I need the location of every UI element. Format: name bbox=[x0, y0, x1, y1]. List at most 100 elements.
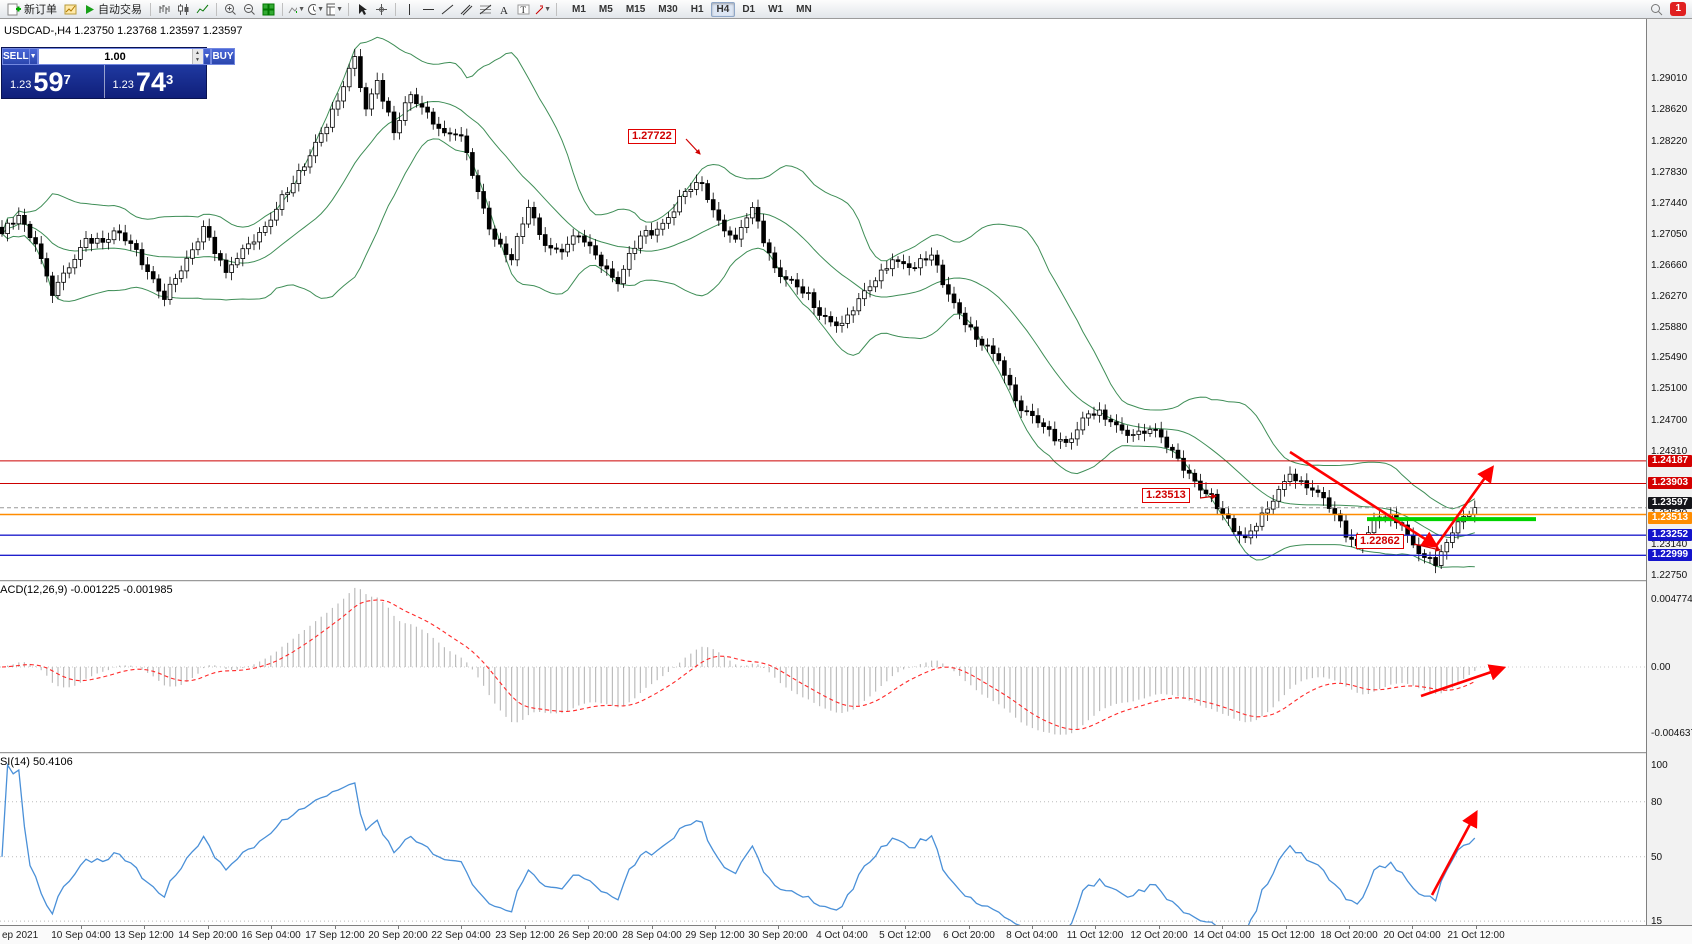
channel-icon[interactable] bbox=[458, 1, 475, 17]
one-click-price-row: 1.23 59 7 1.23 74 3 bbox=[2, 65, 206, 98]
new-order-button[interactable]: 新订单 bbox=[4, 1, 60, 18]
indicators-icon[interactable]: ▼ bbox=[288, 1, 305, 17]
time-tick bbox=[398, 926, 399, 929]
timeframe-button-H1[interactable]: H1 bbox=[690, 3, 704, 15]
time-tick bbox=[588, 926, 589, 929]
time-tick bbox=[335, 926, 336, 929]
time-axis[interactable]: ep 2021 10 Sep 04:00 13 Sep 12:00 14 Sep 20… bbox=[0, 925, 1692, 944]
timeframe-button-H4[interactable]: H4 bbox=[710, 1, 736, 17]
trendline-icon[interactable] bbox=[439, 1, 456, 17]
sell-price-big: 59 bbox=[33, 67, 64, 97]
time-tick bbox=[81, 926, 82, 929]
zoom-out-icon[interactable] bbox=[241, 1, 258, 17]
fibonacci-icon[interactable] bbox=[477, 1, 494, 17]
cursor-icon[interactable] bbox=[354, 1, 371, 17]
time-label: ep 2021 bbox=[2, 930, 39, 941]
templates-glyph bbox=[326, 3, 336, 15]
text-label-icon[interactable]: T bbox=[515, 1, 532, 17]
rsi-name: RSI(14) bbox=[0, 756, 30, 768]
text-label-glyph: T bbox=[517, 4, 530, 15]
vertical-line-icon[interactable] bbox=[401, 1, 418, 17]
time-label: 12 Oct 20:00 bbox=[1130, 930, 1188, 941]
new-chart-icon[interactable] bbox=[62, 1, 79, 17]
auto-trading-icon bbox=[86, 4, 94, 14]
sell-button[interactable]: SELL bbox=[2, 48, 30, 65]
time-label: 18 Oct 20:00 bbox=[1320, 930, 1378, 941]
time-label: 13 Sep 12:00 bbox=[114, 930, 174, 941]
time-label: 4 Oct 04:00 bbox=[816, 930, 868, 941]
volume-input[interactable] bbox=[38, 49, 192, 64]
line-chart-icon[interactable] bbox=[194, 1, 211, 17]
time-tick bbox=[1476, 926, 1477, 929]
tile-windows-glyph bbox=[262, 3, 275, 15]
new-order-label: 新订单 bbox=[24, 4, 57, 16]
candlestick-icon[interactable] bbox=[175, 1, 192, 17]
toolbar-separator bbox=[282, 2, 283, 16]
search-icon[interactable] bbox=[1648, 1, 1665, 17]
line-chart-glyph bbox=[196, 4, 209, 13]
search-glyph bbox=[1651, 3, 1663, 15]
buy-price-sup: 3 bbox=[165, 72, 174, 87]
notification-badge[interactable]: 1 bbox=[1670, 2, 1686, 16]
sell-price[interactable]: 1.23 59 7 bbox=[2, 65, 104, 98]
text-icon[interactable]: A bbox=[496, 1, 513, 17]
time-tick bbox=[1412, 926, 1413, 929]
price-label-box[interactable]: 1.22862 bbox=[1356, 534, 1404, 549]
macd-axis-label: 0.004774 bbox=[1651, 594, 1692, 605]
pane-separator[interactable] bbox=[0, 752, 1692, 754]
rsi-label: RSI(14) 50.4106 bbox=[0, 756, 73, 768]
chevron-down-icon: ▼ bbox=[317, 5, 324, 13]
tile-windows-icon[interactable] bbox=[260, 1, 277, 17]
horizontal-line-glyph bbox=[423, 8, 434, 10]
macd-pane[interactable] bbox=[0, 582, 1646, 752]
periods-icon[interactable]: ▼ bbox=[307, 1, 324, 17]
time-tick bbox=[144, 926, 145, 929]
rsi-axis-label: 80 bbox=[1651, 797, 1663, 808]
price-label-box[interactable]: 1.27722 bbox=[628, 129, 676, 144]
sell-options-caret[interactable]: ▼ bbox=[29, 48, 38, 65]
timeframe-button-W1[interactable]: W1 bbox=[768, 3, 784, 15]
price-tick: 1.27050 bbox=[1651, 229, 1688, 240]
time-tick bbox=[715, 926, 716, 929]
clock-glyph bbox=[308, 3, 317, 15]
buy-button[interactable]: BUY bbox=[211, 48, 235, 65]
chevron-down-icon: ▼ bbox=[544, 5, 551, 13]
arrows-icon[interactable]: ▼ bbox=[534, 1, 551, 17]
time-label: 16 Sep 04:00 bbox=[241, 930, 301, 941]
horizontal-line-icon[interactable] bbox=[420, 1, 437, 17]
auto-trading-button[interactable]: 自动交易 bbox=[81, 1, 145, 18]
auto-trading-label: 自动交易 bbox=[98, 4, 142, 16]
price-tick: 1.22750 bbox=[1651, 570, 1688, 581]
price-label-box[interactable]: 1.23513 bbox=[1142, 488, 1190, 503]
rsi-axis-label: 15 bbox=[1651, 916, 1663, 927]
time-label: 28 Sep 04:00 bbox=[622, 930, 682, 941]
time-tick bbox=[1095, 926, 1096, 929]
timeframe-button-M30[interactable]: M30 bbox=[658, 3, 678, 15]
volume-up-button[interactable]: ▲ bbox=[192, 49, 203, 57]
sell-price-sup: 7 bbox=[63, 72, 71, 87]
price-tick: 1.25490 bbox=[1651, 352, 1688, 363]
crosshair-icon[interactable] bbox=[373, 1, 390, 17]
timeframe-button-M15[interactable]: M15 bbox=[625, 3, 646, 15]
new-chart-glyph bbox=[64, 4, 77, 14]
buy-price-prefix: 1.23 bbox=[112, 79, 134, 91]
price-axis[interactable]: 1.29010 1.28620 1.28220 1.27830 1.27440 1.270… bbox=[1646, 19, 1692, 927]
timeframe-button-M1[interactable]: M1 bbox=[572, 3, 586, 15]
templates-icon[interactable]: ▼ bbox=[326, 1, 343, 17]
buy-options-caret[interactable]: ▼ bbox=[203, 48, 212, 65]
candlestick-chart[interactable] bbox=[0, 20, 1646, 580]
timeframe-button-D1[interactable]: D1 bbox=[742, 3, 756, 15]
price-tick: 1.27440 bbox=[1651, 198, 1688, 209]
timeframe-button-M5[interactable]: M5 bbox=[598, 3, 613, 15]
zoom-in-icon[interactable] bbox=[222, 1, 239, 17]
timeframe-button-MN[interactable]: MN bbox=[796, 3, 812, 15]
time-tick bbox=[271, 926, 272, 929]
price-badge: 1.23903 bbox=[1648, 477, 1692, 489]
rsi-pane[interactable] bbox=[0, 754, 1646, 925]
time-label: 10 Sep 04:00 bbox=[51, 930, 111, 941]
toolbar-separator bbox=[150, 2, 151, 16]
pane-separator[interactable] bbox=[0, 580, 1692, 582]
volume-down-button[interactable]: ▼ bbox=[192, 56, 203, 64]
bar-chart-icon[interactable] bbox=[156, 1, 173, 17]
buy-price[interactable]: 1.23 74 3 bbox=[105, 65, 207, 98]
